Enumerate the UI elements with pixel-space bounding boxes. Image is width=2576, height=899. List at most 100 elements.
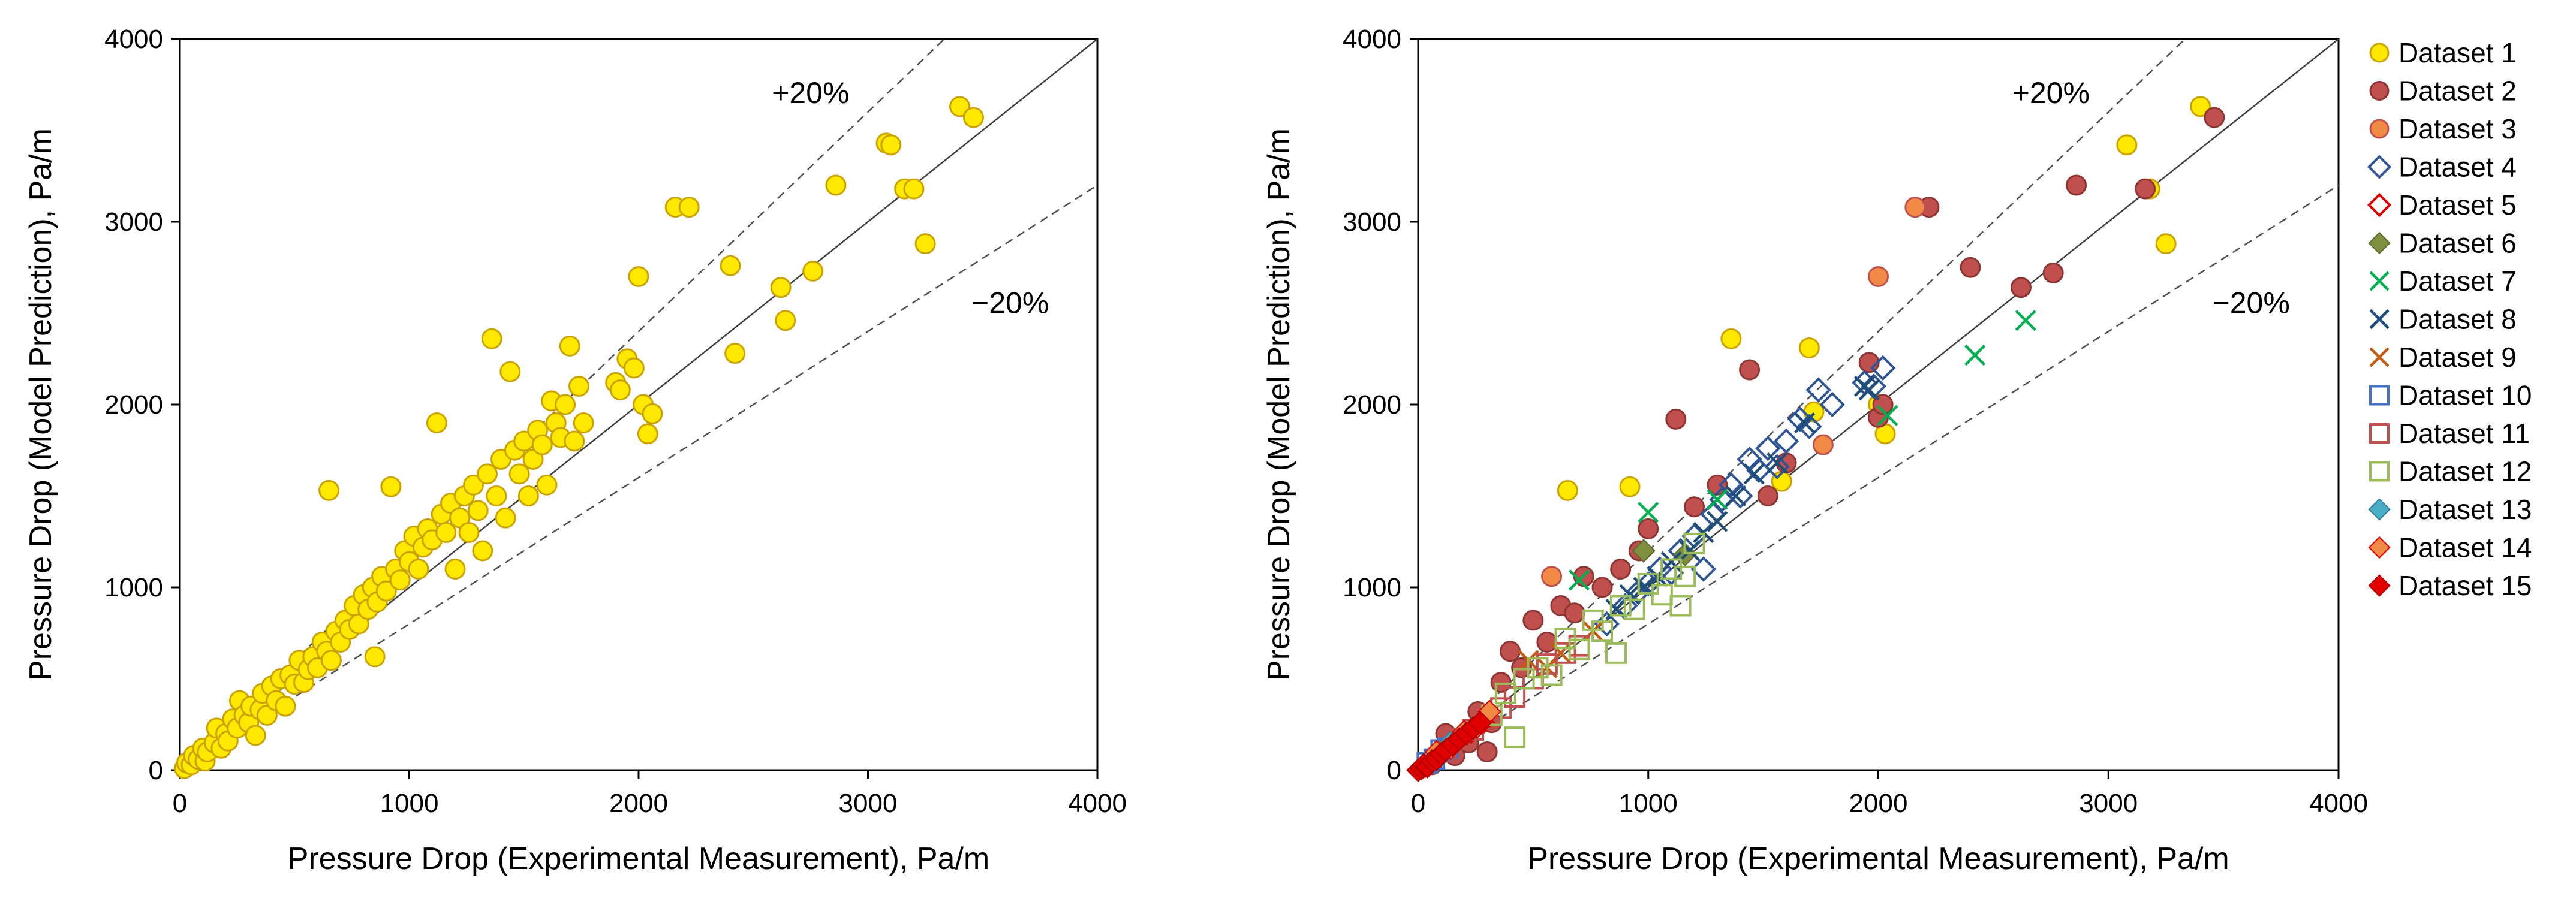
data-point: [1554, 628, 1576, 650]
plus-20-percent-line: [1418, 39, 2186, 770]
data-point: [1767, 452, 1788, 474]
data-point: [1637, 572, 1659, 595]
legend-marker: [2369, 309, 2390, 330]
data-point: [2066, 174, 2087, 196]
legend-label: Dataset 13: [2399, 494, 2532, 525]
data-point: [1798, 337, 1820, 358]
data-point: [1569, 569, 1590, 591]
series-dataset-1: [1557, 96, 2211, 501]
data-point: [1536, 632, 1558, 653]
legend-item-dataset-11: Dataset 11: [2369, 418, 2530, 449]
legend-label: Dataset 6: [2399, 228, 2517, 259]
data-point: [1513, 668, 1535, 690]
data-point: [517, 485, 539, 506]
data-point: [1684, 496, 1705, 518]
legend-item-dataset-9: Dataset 9: [2369, 342, 2517, 373]
data-point: [1609, 595, 1632, 617]
data-point: [1870, 355, 1896, 381]
x-tick-label: 0: [173, 789, 187, 818]
data-point: [1527, 657, 1549, 679]
data-point: [508, 463, 530, 485]
data-point: [1540, 664, 1563, 686]
series-dataset-7: [1569, 310, 2036, 591]
data-point: [380, 476, 402, 497]
legend-marker: [2368, 231, 2391, 255]
legend: Dataset 1 Dataset 2 Dataset 3 Dataset 4 Data…: [2367, 37, 2532, 601]
data-point: [2116, 134, 2138, 156]
data-point: [1651, 584, 1673, 606]
legend-marker: [2369, 385, 2390, 406]
data-point: [628, 266, 649, 287]
data-point: [1568, 638, 1590, 660]
minus-20-percent-label: −20%: [2213, 286, 2290, 320]
data-point: [2015, 310, 2036, 331]
data-point: [880, 134, 902, 156]
y-tick-label: 3000: [1343, 207, 1401, 237]
data-point: [1522, 610, 1544, 631]
data-point: [477, 463, 498, 485]
data-point: [1699, 501, 1726, 527]
data-point: [1707, 511, 1728, 532]
data-point: [568, 376, 590, 397]
legend-marker: [2367, 192, 2392, 218]
data-point: [1658, 560, 1684, 586]
data-point: [1683, 532, 1705, 554]
legend-marker: [2367, 155, 2392, 179]
data-point: [720, 255, 741, 276]
y-tick-label: 0: [149, 756, 163, 785]
data-point: [435, 522, 457, 543]
y-tick-label: 1000: [1343, 573, 1401, 602]
data-point: [555, 394, 576, 415]
data-point: [1554, 642, 1576, 664]
minus-20-percent-line: [180, 184, 1097, 770]
legend-item-dataset-2: Dataset 2: [2369, 76, 2517, 107]
legend-item-dataset-15: Dataset 15: [2368, 570, 2532, 601]
data-point: [1743, 463, 1765, 485]
legend-marker: [2369, 81, 2390, 101]
data-point: [642, 403, 663, 424]
legend-label: Dataset 9: [2399, 342, 2517, 373]
data-point: [609, 379, 631, 401]
legend-label: Dataset 11: [2399, 418, 2530, 449]
data-point: [1541, 566, 1563, 587]
data-point: [1960, 257, 1981, 278]
data-point: [1669, 595, 1692, 617]
data-point: [1796, 414, 1822, 439]
series-all-data: [174, 96, 984, 779]
legend-item-dataset-10: Dataset 10: [2369, 380, 2532, 411]
data-point: [1500, 641, 1521, 662]
legend-item-dataset-7: Dataset 7: [2369, 266, 2517, 297]
data-point: [375, 580, 397, 602]
data-point: [1877, 405, 1898, 426]
data-point: [623, 357, 645, 379]
data-point: [275, 695, 296, 717]
data-point: [1720, 328, 1742, 349]
data-point: [1623, 598, 1645, 620]
data-point: [481, 328, 502, 349]
data-point: [1904, 197, 1926, 218]
data-point: [1805, 377, 1831, 403]
data-point: [364, 646, 386, 668]
minus-20-percent-line: [1418, 184, 2339, 770]
data-point: [499, 361, 521, 382]
legend-label: Dataset 1: [2399, 37, 2517, 68]
legend-item-dataset-6: Dataset 6: [2368, 228, 2517, 259]
data-point: [1557, 479, 1578, 501]
legend-label: Dataset 15: [2399, 570, 2532, 601]
data-point: [1468, 710, 1492, 735]
legend-marker: [2369, 271, 2390, 291]
legend-item-dataset-12: Dataset 12: [2369, 456, 2532, 487]
data-point: [962, 107, 984, 128]
y-tick-label: 4000: [1343, 25, 1401, 54]
y-axis-label: Pressure Drop (Model Prediction), Pa/m: [1262, 128, 1296, 681]
x-tick-label: 2000: [1849, 789, 1908, 818]
minus-20-percent-label: −20%: [971, 286, 1049, 320]
data-point: [1605, 642, 1627, 664]
legend-item-dataset-3: Dataset 3: [2369, 113, 2517, 144]
data-point: [903, 178, 925, 200]
x-tick-label: 4000: [1068, 789, 1127, 818]
legend-item-dataset-14: Dataset 14: [2368, 532, 2532, 563]
data-point: [531, 434, 553, 455]
legend-item-dataset-8: Dataset 8: [2369, 304, 2517, 335]
data-point: [389, 569, 411, 591]
